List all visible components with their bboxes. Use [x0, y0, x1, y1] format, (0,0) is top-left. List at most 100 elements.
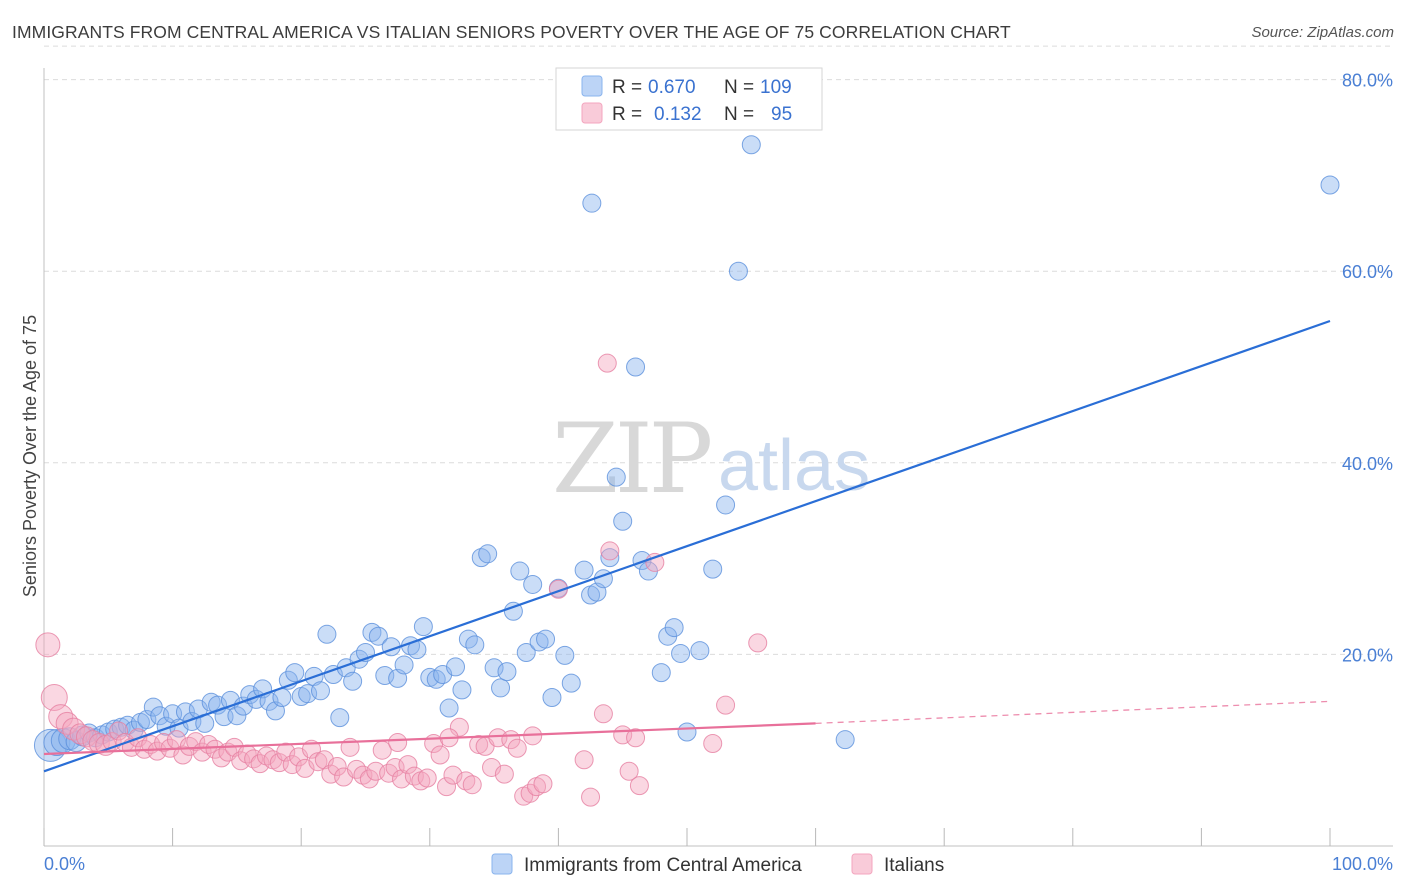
- series-legend-swatch-blue: [491, 853, 513, 875]
- x-tick-label-max: 100.0%: [1332, 854, 1393, 874]
- x-tick-labels: 0.0% 100.0%: [44, 854, 1393, 874]
- point-italians-33: [250, 754, 270, 774]
- point-italians-59: [417, 768, 437, 788]
- watermark-zip: ZIP: [552, 403, 711, 515]
- legend-swatch-pink: [581, 102, 603, 124]
- point-italians-6: [75, 726, 97, 748]
- point-central-america-63: [446, 657, 466, 677]
- y-tick-label-1: 40.0%: [1342, 454, 1393, 474]
- point-italians-79: [574, 750, 594, 770]
- legend-n-label-1: N =: [724, 77, 754, 98]
- point-central-america-86: [600, 548, 620, 568]
- point-central-america-68: [478, 544, 498, 564]
- legend-r-label-1: R =: [612, 77, 642, 98]
- point-italians-88: [703, 733, 723, 753]
- legend-n-value-1: 109: [760, 77, 792, 98]
- point-central-america-77: [536, 629, 556, 649]
- point-italians-11: [109, 721, 129, 741]
- point-central-america-38: [285, 663, 305, 683]
- point-central-america-47: [343, 671, 363, 691]
- point-central-america-70: [491, 678, 511, 698]
- point-central-america-96: [677, 722, 697, 742]
- point-italians-50: [359, 769, 379, 789]
- point-italians-67: [469, 734, 489, 754]
- watermark: ZIP atlas: [552, 403, 870, 515]
- point-central-america-95: [671, 643, 691, 663]
- point-central-america-69: [484, 658, 504, 678]
- point-central-america-75: [523, 574, 543, 594]
- series-legend-label-1: Immigrants from Central America: [524, 855, 802, 876]
- point-central-america-58: [413, 617, 433, 637]
- y-tick-labels: 20.0% 40.0% 60.0% 80.0%: [1342, 71, 1393, 666]
- point-central-america-104: [1320, 175, 1340, 195]
- point-italians-73: [507, 738, 527, 758]
- point-italians-90: [748, 633, 768, 653]
- point-central-america-62: [439, 698, 459, 718]
- point-central-america-74: [516, 642, 536, 662]
- legend-n-value-2: 95: [771, 104, 792, 125]
- point-italians-94: [388, 733, 408, 753]
- stats-legend: R = 0.670 N = 109 R = 0.132 N = 95: [555, 67, 823, 131]
- point-central-america-88: [613, 511, 633, 531]
- point-italians-82: [600, 541, 620, 561]
- y-tick-label-2: 60.0%: [1342, 262, 1393, 282]
- point-italians-37: [276, 742, 296, 762]
- y-axis-label: Seniors Poverty Over the Age of 75: [20, 315, 40, 597]
- point-central-america-81: [561, 673, 581, 693]
- point-italians-86: [629, 776, 649, 796]
- point-italians-1: [40, 684, 68, 712]
- point-italians-42: [308, 752, 328, 772]
- y-tick-label-0: 20.0%: [1342, 645, 1393, 665]
- point-central-america-78: [542, 688, 562, 708]
- point-central-america-89: [626, 357, 646, 377]
- point-italians-61: [430, 745, 450, 765]
- point-central-america-94: [664, 618, 684, 638]
- legend-r-value-2: 0.132: [654, 104, 702, 125]
- point-central-america-87: [606, 467, 626, 487]
- point-central-america-102: [582, 193, 602, 213]
- point-central-america-29: [227, 706, 247, 726]
- point-italians-89: [716, 695, 736, 715]
- point-central-america-43: [317, 624, 337, 644]
- trend-lines: [43, 319, 1331, 773]
- point-central-america-101: [741, 135, 761, 155]
- point-italians-81: [593, 704, 613, 724]
- legend-r-label-2: R =: [612, 104, 642, 125]
- point-central-america-1: [43, 729, 71, 757]
- point-central-america-92: [651, 663, 671, 683]
- point-central-america-51: [368, 626, 388, 646]
- trend-line-italians: [43, 722, 816, 756]
- point-italians-64: [449, 717, 469, 737]
- source-label: Source: ZipAtlas.com: [1251, 24, 1394, 41]
- trend-line-italians-extension: [815, 700, 1331, 725]
- point-central-america-64: [452, 680, 472, 700]
- axes: [43, 68, 1393, 847]
- y-tick-label-3: 80.0%: [1342, 71, 1393, 91]
- point-italians-62: [437, 777, 457, 797]
- point-central-america-71: [497, 662, 517, 682]
- chart-title: IMMIGRANTS FROM CENTRAL AMERICA VS ITALI…: [12, 22, 1011, 42]
- point-central-america-45: [330, 708, 350, 728]
- x-tick-label-min: 0.0%: [44, 854, 85, 874]
- point-central-america-97: [690, 641, 710, 661]
- point-central-america-73: [510, 561, 530, 581]
- series-legend-label-2: Italians: [884, 855, 944, 876]
- point-central-america-55: [394, 655, 414, 675]
- legend-n-label-2: N =: [724, 104, 754, 125]
- point-italians-0: [35, 632, 61, 658]
- point-italians-84: [619, 761, 639, 781]
- watermark-atlas: atlas: [718, 426, 870, 506]
- point-italians-2: [48, 704, 74, 730]
- point-italians-41: [301, 739, 321, 759]
- point-italians-56: [398, 755, 418, 775]
- legend-swatch-blue: [581, 75, 603, 97]
- point-central-america-72: [503, 601, 523, 621]
- legend-r-value-1: 0.670: [648, 77, 696, 98]
- point-italians-38: [282, 755, 302, 775]
- point-italians-66: [462, 775, 482, 795]
- point-italians-91: [597, 353, 617, 373]
- point-central-america-82: [574, 560, 594, 580]
- point-central-america-80: [555, 645, 575, 665]
- series-legend-swatch-pink: [851, 853, 873, 875]
- point-italians-77: [533, 774, 553, 794]
